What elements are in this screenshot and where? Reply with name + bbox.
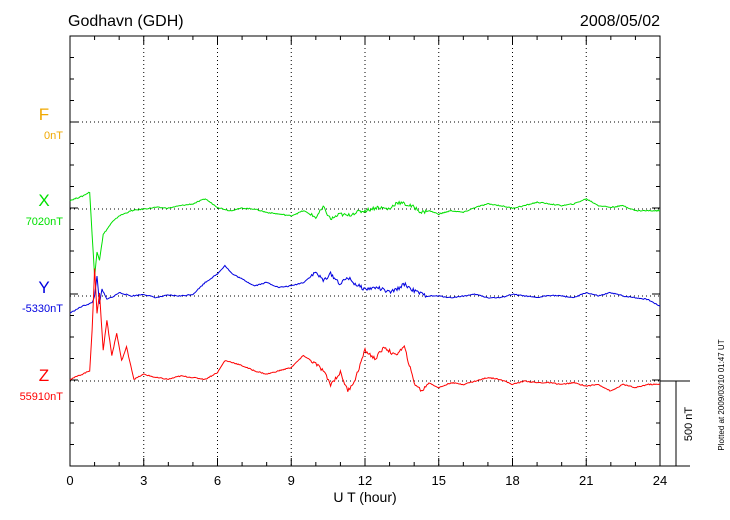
series-baseline-x: 7020nT: [26, 216, 64, 228]
x-tick-labels: 0 3 6 9 12 15 18 21 24: [66, 473, 667, 488]
scale-bar: 500 nT: [660, 380, 695, 467]
x-tick-label: 15: [432, 473, 446, 488]
x-axis-label: U T (hour): [333, 489, 396, 505]
x-tick-label: 18: [505, 473, 519, 488]
series-name-x: X: [38, 191, 49, 210]
trace-x: [69, 191, 661, 277]
grid: [70, 36, 660, 466]
x-tick-label: 12: [358, 473, 372, 488]
x-tick-label: 6: [214, 473, 221, 488]
x-tick-label: 9: [288, 473, 295, 488]
station-title: Godhavn (GDH): [68, 13, 184, 30]
date-label: 2008/05/02: [580, 13, 660, 30]
series-name-f: F: [39, 105, 49, 124]
plotted-at-note: Plotted at 2009/03/10 01:47 UT: [717, 339, 726, 450]
series-baseline-z: 55910nT: [20, 391, 64, 403]
trace-z: [69, 268, 661, 392]
series-name-z: Z: [39, 366, 49, 385]
series-name-y: Y: [38, 278, 49, 297]
x-tick-label: 3: [140, 473, 147, 488]
x-tick-label: 21: [579, 473, 593, 488]
tick-marks: [69, 35, 661, 467]
scale-bar-label: 500 nT: [683, 407, 695, 442]
x-tick-label: 0: [66, 473, 73, 488]
series-baseline-f: 0nT: [44, 130, 63, 142]
x-tick-label: 24: [653, 473, 667, 488]
series-labels: F 0nT X 7020nT Y -5330nT Z 55910nT: [20, 105, 64, 403]
trace-y: [69, 264, 661, 314]
series-baseline-y: -5330nT: [22, 303, 63, 315]
data-traces: [69, 191, 661, 392]
